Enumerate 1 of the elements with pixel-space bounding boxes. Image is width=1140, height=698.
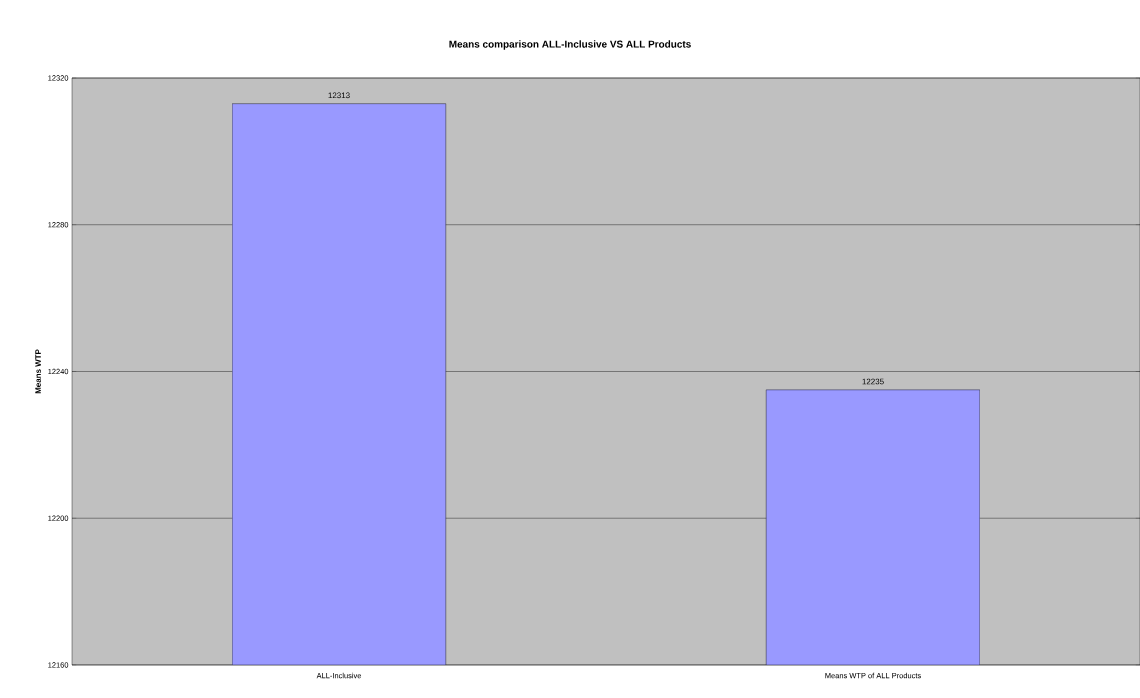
chart-title: Means comparison ALL-Inclusive VS ALL Products	[449, 40, 691, 50]
